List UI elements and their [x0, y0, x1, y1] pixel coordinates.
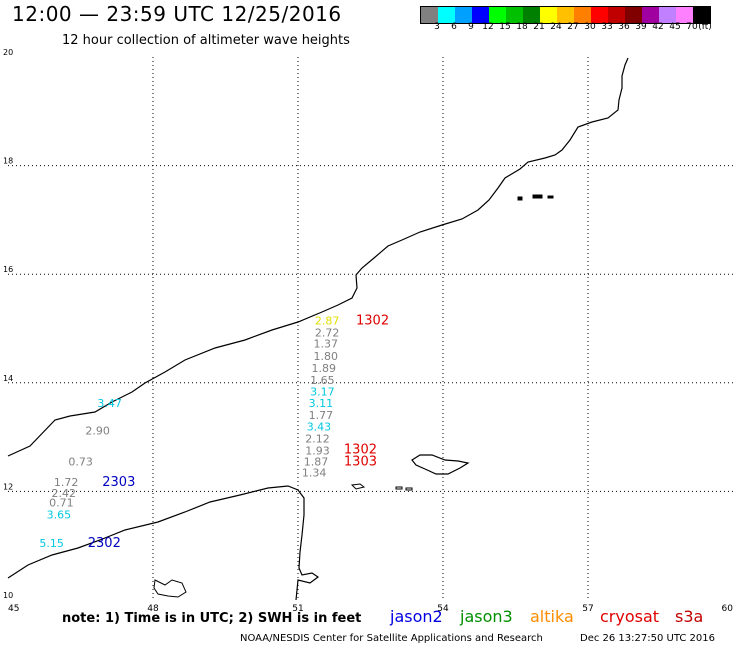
wave-height-value: 0.71	[49, 497, 73, 510]
wave-height-value: 1.65	[310, 374, 335, 387]
pass-time-label: 1302	[356, 314, 389, 329]
colorbar-label: 21	[533, 22, 545, 32]
wave-height-value: 1.93	[305, 444, 330, 457]
wave-height-value: 1.34	[302, 467, 327, 480]
wave-height-value: 3.65	[47, 509, 72, 522]
colorbar-label: 45	[669, 22, 681, 32]
wave-height-value: 3.11	[309, 397, 334, 410]
wave-height-value: 1.37	[313, 338, 338, 351]
latitude-tick-label: 16	[3, 265, 13, 274]
colorbar-label: 9	[468, 22, 474, 32]
latitude-tick-label: 20	[3, 48, 13, 57]
latitude-tick-label: 14	[3, 374, 13, 383]
colorbar-label: 30	[584, 22, 596, 32]
colorbar-swatch	[506, 7, 523, 23]
colorbar-label: 70	[686, 22, 698, 32]
wave-height-value: 0.73	[68, 455, 93, 468]
colorbar-label: 6	[451, 22, 457, 32]
satellite-legend-altika: altika	[530, 607, 574, 626]
wave-height-value: 5.15	[39, 537, 64, 550]
wave-height-value: 2.87	[315, 315, 340, 328]
wave-height-value: 3.43	[307, 421, 332, 434]
latitude-tick-label: 10	[3, 591, 13, 600]
colorbar-label: (ft)	[698, 22, 712, 32]
wave-height-value: 2.90	[85, 424, 110, 437]
colorbar-label: 3	[434, 22, 440, 32]
satellite-legend-jason3: jason3	[460, 607, 513, 626]
colorbar-label: 15	[499, 22, 511, 32]
credit-text: NOAA/NESDIS Center for Satellite Applica…	[240, 633, 543, 644]
wave-height-value: 1.80	[313, 350, 338, 363]
colorbar-swatch	[591, 7, 608, 23]
colorbar-swatch	[659, 7, 676, 23]
wave-height-colorbar	[420, 6, 711, 24]
longitude-tick-label: 57	[582, 604, 593, 614]
colorbar-label: 42	[652, 22, 664, 32]
kuria-muria-islands	[517, 194, 554, 201]
colorbar-label: 18	[516, 22, 528, 32]
colorbar-swatch	[676, 7, 693, 23]
latitude-tick-label: 12	[3, 482, 13, 491]
wave-height-value: 3.47	[97, 397, 122, 410]
somali-coast-detail	[153, 579, 187, 598]
wave-height-value: 1.72	[54, 476, 79, 489]
map-subtitle: 12 hour collection of altimeter wave hei…	[62, 33, 350, 48]
wave-height-value: 2.12	[305, 433, 330, 446]
lat-lon-grid: 45 48 51 54 57 60 20 18 16 14 12 10	[3, 48, 733, 614]
colorbar-swatch	[642, 7, 659, 23]
longitude-tick-label: 54	[437, 604, 449, 614]
colorbar-swatch	[455, 7, 472, 23]
colorbar-label: 39	[635, 22, 647, 32]
wave-height-value: 2.72	[315, 327, 340, 340]
wave-height-value: 2.42	[52, 487, 77, 500]
pass-time-label: 1302	[344, 442, 377, 457]
wave-height-value: 3.17	[310, 385, 335, 398]
colorbar-swatch	[472, 7, 489, 23]
small-island	[350, 483, 366, 490]
colorbar-swatch	[693, 7, 710, 23]
colorbar-swatch	[438, 7, 455, 23]
pass-time-label: 2303	[102, 475, 135, 490]
longitude-tick-label: 45	[8, 604, 19, 614]
wave-height-observations: 2.87 1302 2.721.371.801.891.653.173.111.77…	[39, 314, 389, 551]
colorbar-label: 33	[601, 22, 613, 32]
colorbar-swatch	[540, 7, 557, 23]
wave-height-value: 1.87	[304, 455, 329, 468]
colorbar-swatch	[523, 7, 540, 23]
longitude-tick-label: 51	[292, 604, 303, 614]
timestamp-text: Dec 26 13:27:50 UTC 2016	[580, 633, 715, 644]
wave-height-value: 1.77	[309, 409, 334, 422]
colorbar-swatch	[489, 7, 506, 23]
wave-height-value: 1.89	[312, 362, 337, 375]
colorbar-swatch	[574, 7, 591, 23]
longitude-tick-label: 60	[722, 604, 734, 614]
colorbar-swatch	[421, 7, 438, 23]
colorbar-label: 12	[482, 22, 494, 32]
small-island	[395, 486, 413, 491]
pass-time-label: 1303	[344, 454, 377, 469]
colorbar-label: 24	[550, 22, 562, 32]
units-note: note: 1) Time is in UTC; 2) SWH is in fe…	[62, 611, 362, 626]
latitude-tick-label: 18	[3, 157, 13, 166]
colorbar-swatch	[625, 7, 642, 23]
map-title: 12:00 — 23:59 UTC 12/25/2016	[12, 2, 342, 26]
colorbar-label: 27	[567, 22, 579, 32]
pass-time-label: 2302	[88, 536, 121, 551]
longitude-tick-label: 48	[147, 604, 159, 614]
coastline-horn-of-africa	[7, 485, 320, 601]
satellite-legend-jason2: jason2	[390, 607, 443, 626]
satellite-legend-cryosat: cryosat	[600, 607, 660, 626]
colorbar-swatch	[608, 7, 625, 23]
colorbar-swatch	[557, 7, 574, 23]
satellite-legend-s3a: s3a	[675, 607, 704, 626]
coastline-arabian-peninsula	[7, 57, 629, 457]
colorbar-label: 36	[618, 22, 630, 32]
socotra-island	[411, 454, 470, 475]
